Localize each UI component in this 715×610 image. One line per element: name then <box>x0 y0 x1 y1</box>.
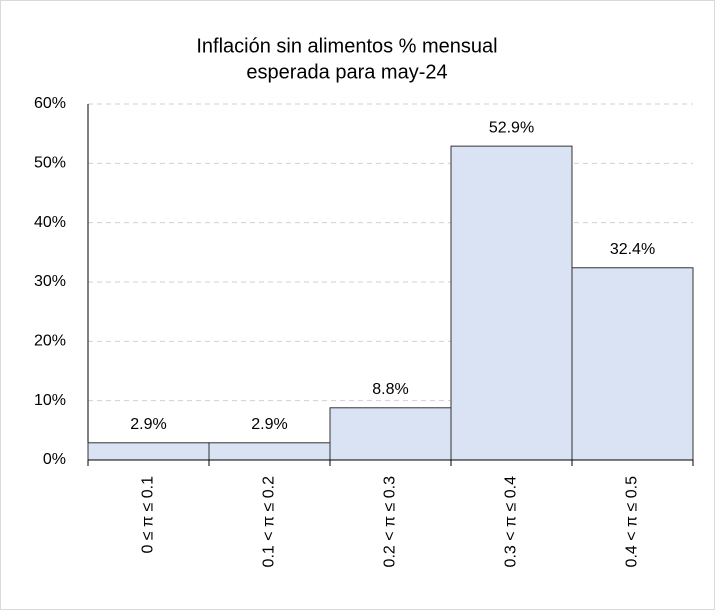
bar <box>450 145 573 461</box>
x-tick-label: 0 ≤ π ≤ 0.1 <box>140 476 157 554</box>
y-tick-label: 30% <box>34 273 66 290</box>
bar <box>571 267 694 461</box>
chart-title: Inflación sin alimentos % mensual <box>196 35 497 57</box>
data-label: 2.9% <box>130 416 166 433</box>
y-tick-label: 60% <box>34 95 66 112</box>
x-tick-label: 0.3 < π ≤ 0.4 <box>503 476 520 568</box>
chart-title: esperada para may-24 <box>246 61 447 83</box>
data-label: 2.9% <box>251 416 287 433</box>
bar <box>208 442 331 461</box>
data-label: 52.9% <box>489 119 534 136</box>
y-tick-label: 0% <box>43 451 66 468</box>
data-label: 8.8% <box>372 381 408 398</box>
x-tick-label: 0.2 < π ≤ 0.3 <box>382 476 399 568</box>
bar <box>329 407 452 461</box>
data-label: 32.4% <box>610 241 655 258</box>
y-tick-label: 20% <box>34 333 66 350</box>
y-tick-label: 50% <box>34 155 66 172</box>
bar <box>87 442 210 461</box>
x-tick-label: 0.1 < π ≤ 0.2 <box>261 476 278 568</box>
x-tick-label: 0.4 < π ≤ 0.5 <box>624 476 641 568</box>
y-tick-label: 40% <box>34 214 66 231</box>
y-tick-label: 10% <box>34 392 66 409</box>
